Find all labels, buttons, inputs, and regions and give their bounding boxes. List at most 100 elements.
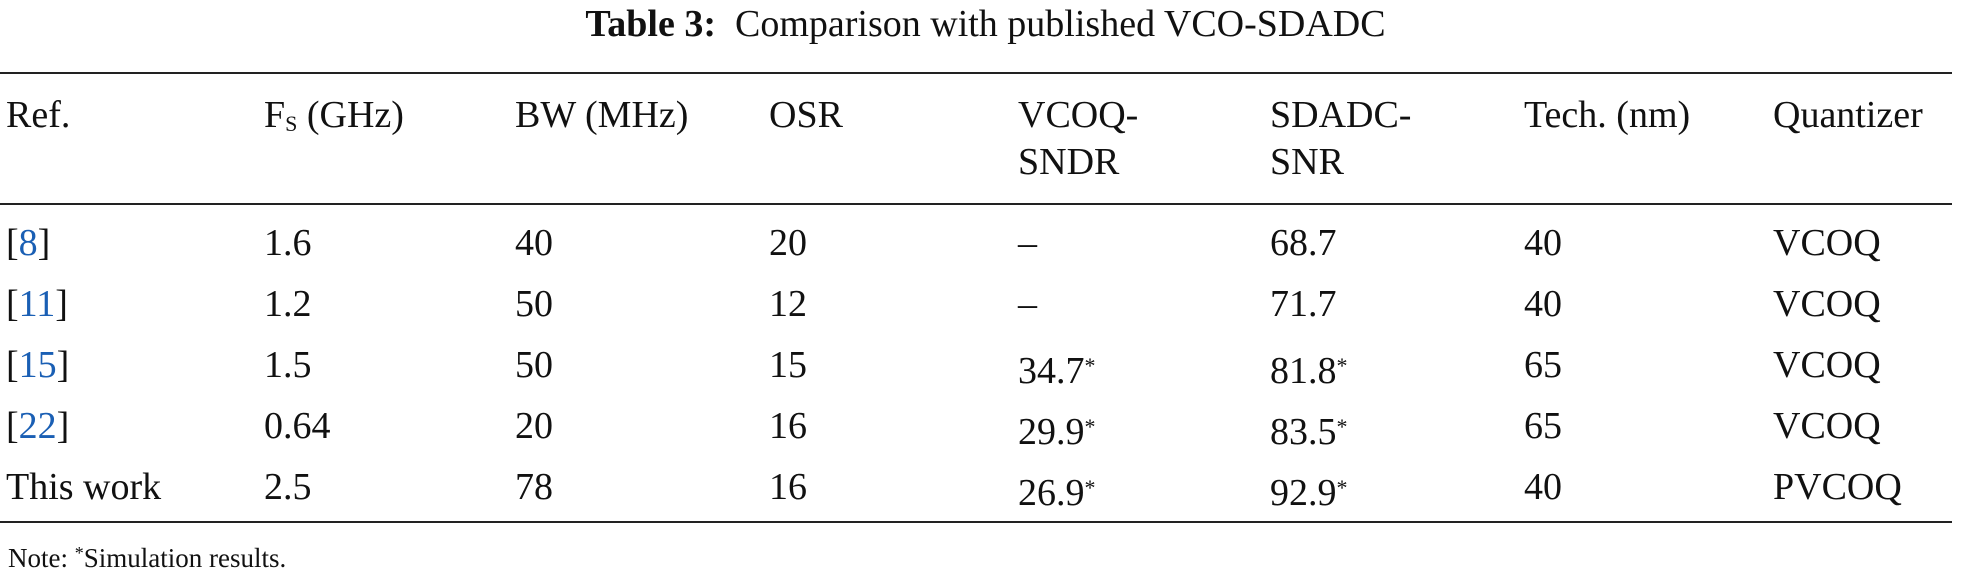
cell-text: 1.2: [264, 283, 312, 325]
cell-post: ]: [55, 283, 68, 325]
header-cell: OSR: [769, 92, 843, 139]
cell-mark: *: [1084, 353, 1096, 378]
table-cell: [22]: [6, 403, 69, 450]
header-cell: Ref.: [6, 92, 70, 139]
table-cell: 92.9*: [1270, 464, 1348, 517]
cell-link[interactable]: 11: [18, 283, 56, 325]
cell-text: SNR: [1270, 141, 1344, 183]
table-title: Table 3: Comparison with published VCO-S…: [0, 2, 1971, 46]
cell-text: 15: [769, 344, 807, 386]
cell-text: OSR: [769, 94, 843, 136]
table-caption: Comparison with published VCO-SDADC: [734, 3, 1386, 45]
cell-text: 16: [769, 405, 807, 447]
header-cell: Tech. (nm): [1524, 92, 1690, 139]
cell-pre: [: [6, 283, 19, 325]
note-mark: *: [74, 543, 84, 563]
header-cell: VCOQ-: [1018, 92, 1138, 139]
table-cell: 40: [1524, 281, 1562, 328]
table-label: Table 3:: [585, 3, 716, 45]
table-cell: PVCOQ: [1773, 464, 1902, 511]
cell-text: –: [1018, 283, 1037, 325]
cell-text: 50: [515, 344, 553, 386]
header-cell: SNDR: [1018, 139, 1119, 186]
cell-text: 81.8: [1270, 350, 1337, 392]
table-cell: VCOQ: [1773, 220, 1881, 267]
table-cell: 12: [769, 281, 807, 328]
table-cell: –: [1018, 281, 1037, 328]
cell-text: 71.7: [1270, 283, 1337, 325]
cell-text: 16: [769, 466, 807, 508]
header-cell: BW (MHz): [515, 92, 688, 139]
table-cell: 34.7*: [1018, 342, 1096, 395]
cell-text: SNDR: [1018, 141, 1120, 183]
cell-text: 1.6: [264, 222, 312, 264]
table-cell: 40: [1524, 220, 1562, 267]
table-cell: 83.5*: [1270, 403, 1348, 456]
table-cell: [15]: [6, 342, 69, 389]
cell-text: 92.9: [1270, 472, 1337, 514]
header-cell: FS (GHz): [264, 92, 404, 147]
cell-pre: [: [6, 405, 19, 447]
cell-post: ]: [56, 405, 70, 447]
top-rule: [0, 72, 1952, 74]
cell-text: 40: [1524, 283, 1562, 325]
cell-text: 65: [1524, 405, 1562, 447]
header-cell: Quantizer: [1773, 92, 1923, 139]
table-cell: VCOQ: [1773, 342, 1881, 389]
cell-text: VCOQ: [1773, 344, 1881, 386]
table-cell: 1.6: [264, 220, 312, 267]
cell-text: BW (MHz): [515, 94, 689, 136]
table-cell: –: [1018, 220, 1037, 267]
cell-pre: [: [6, 344, 19, 386]
bottom-rule: [0, 521, 1952, 523]
cell-text: 0.64: [264, 405, 331, 447]
cell-text: Tech. (nm): [1524, 94, 1691, 136]
table-cell: 15: [769, 342, 807, 389]
cell-text: PVCOQ: [1773, 466, 1902, 508]
cell-text: 40: [1524, 466, 1562, 508]
cell-text: 26.9: [1018, 472, 1085, 514]
note-text: Simulation results.: [83, 543, 287, 573]
cell-post: ]: [56, 344, 70, 386]
table-cell: This work: [6, 464, 161, 511]
cell-link[interactable]: 22: [18, 405, 57, 447]
cell-text: 1.5: [264, 344, 312, 386]
cell-text: Ref.: [6, 94, 71, 136]
cell-text: Quantizer: [1773, 94, 1923, 136]
cell-link[interactable]: 8: [18, 222, 38, 264]
table-cell: 0.64: [264, 403, 331, 450]
cell-text: 65: [1524, 344, 1562, 386]
cell-text: This work: [6, 466, 162, 508]
cell-text: VCOQ: [1773, 283, 1881, 325]
table-cell: 65: [1524, 342, 1562, 389]
cell-text: VCOQ-: [1018, 94, 1139, 136]
table-cell: 40: [1524, 464, 1562, 511]
header-cell: SNR: [1270, 139, 1344, 186]
cell-text: 2.5: [264, 466, 312, 508]
table-cell: 50: [515, 342, 553, 389]
cell-text: 12: [769, 283, 807, 325]
cell-sub: S: [285, 111, 298, 136]
cell-mark: *: [1336, 414, 1348, 439]
table-note: Note: *Simulation results.: [8, 537, 286, 574]
table-cell: 16: [769, 403, 807, 450]
table-cell: VCOQ: [1773, 403, 1881, 450]
cell-text: VCOQ: [1773, 405, 1881, 447]
cell-mark: *: [1084, 414, 1096, 439]
cell-mark: *: [1336, 353, 1348, 378]
table-cell: [11]: [6, 281, 68, 328]
cell-text: 40: [515, 222, 553, 264]
header-cell: SDADC-: [1270, 92, 1411, 139]
cell-text: 34.7: [1018, 350, 1085, 392]
cell-text: –: [1018, 222, 1037, 264]
cell-text: 29.9: [1018, 411, 1085, 453]
cell-text: 83.5: [1270, 411, 1337, 453]
cell-link[interactable]: 15: [18, 344, 57, 386]
cell-rest: (GHz): [297, 94, 404, 136]
table-cell: 78: [515, 464, 553, 511]
header-rule: [0, 203, 1952, 205]
table-cell: 26.9*: [1018, 464, 1096, 517]
table-cell: 65: [1524, 403, 1562, 450]
note-label: Note:: [8, 543, 75, 573]
